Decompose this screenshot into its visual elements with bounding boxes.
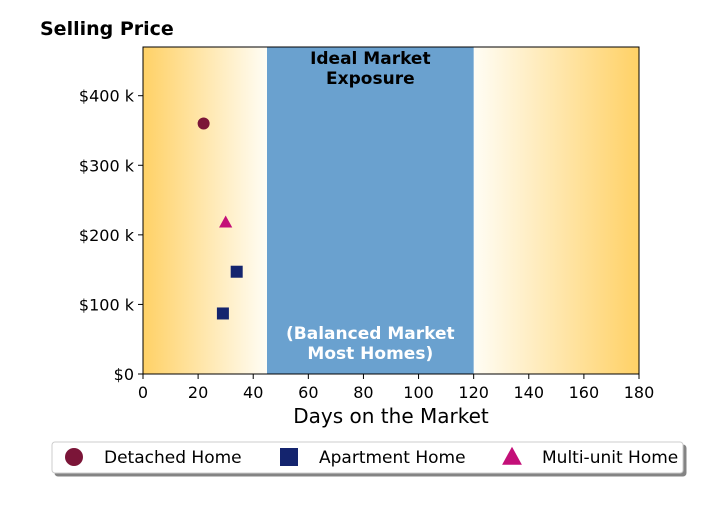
apartment-home-point [216, 307, 229, 320]
detached-home-point [197, 117, 210, 130]
legend-apartment-home-label: Apartment Home [319, 448, 466, 468]
legend-detached-home-marker [65, 448, 83, 466]
band-rect [267, 47, 474, 374]
x-tick-label: 120 [458, 383, 489, 402]
legend: Detached Home Apartment Home Multi-unit Ho… [51, 441, 684, 474]
y-tick-label: $400 k [79, 87, 135, 106]
x-tick-label: 0 [138, 383, 148, 402]
background-right [473, 47, 639, 374]
legend-apartment-home-marker [280, 448, 298, 466]
legend-detached-home-label: Detached Home [104, 448, 242, 468]
data-points [197, 117, 243, 320]
legend-multi-unit-home-label: Multi-unit Home [542, 448, 678, 468]
legend-multi-unit-home-marker [502, 446, 522, 465]
band-title-line: Ideal Market [310, 49, 431, 69]
y-tick-label: $100 k [79, 295, 135, 314]
y-tick-label: $300 k [79, 156, 135, 175]
y-axis-label: Selling Price [40, 18, 174, 40]
plot-frame [142, 46, 640, 375]
x-tick-label: 60 [298, 383, 318, 402]
x-tick-label: 100 [403, 383, 434, 402]
background-left [143, 47, 267, 374]
plot-background [143, 47, 639, 374]
x-axis-label: Days on the Market [293, 404, 489, 428]
x-tick-label: 40 [243, 383, 263, 402]
y-axis-ticks: $0 $100 k $200 k $300 k $400 k [79, 87, 143, 384]
band-subtitle-line: Most Homes) [307, 344, 433, 364]
x-tick-label: 140 [514, 383, 545, 402]
multi-unit-home-point [219, 215, 233, 228]
y-tick-label: $200 k [79, 226, 135, 245]
band-subtitle-line: (Balanced Market [286, 324, 455, 344]
y-tick-label: $0 [114, 365, 134, 384]
x-tick-label: 20 [188, 383, 208, 402]
apartment-home-point [230, 265, 243, 278]
legend-box [51, 441, 684, 474]
x-tick-label: 80 [353, 383, 373, 402]
x-axis-ticks: 0 20 40 60 80 100 120 140 160 180 [138, 374, 654, 402]
band-title-line: Exposure [326, 69, 415, 89]
x-tick-label: 160 [569, 383, 600, 402]
x-tick-label: 180 [624, 383, 655, 402]
